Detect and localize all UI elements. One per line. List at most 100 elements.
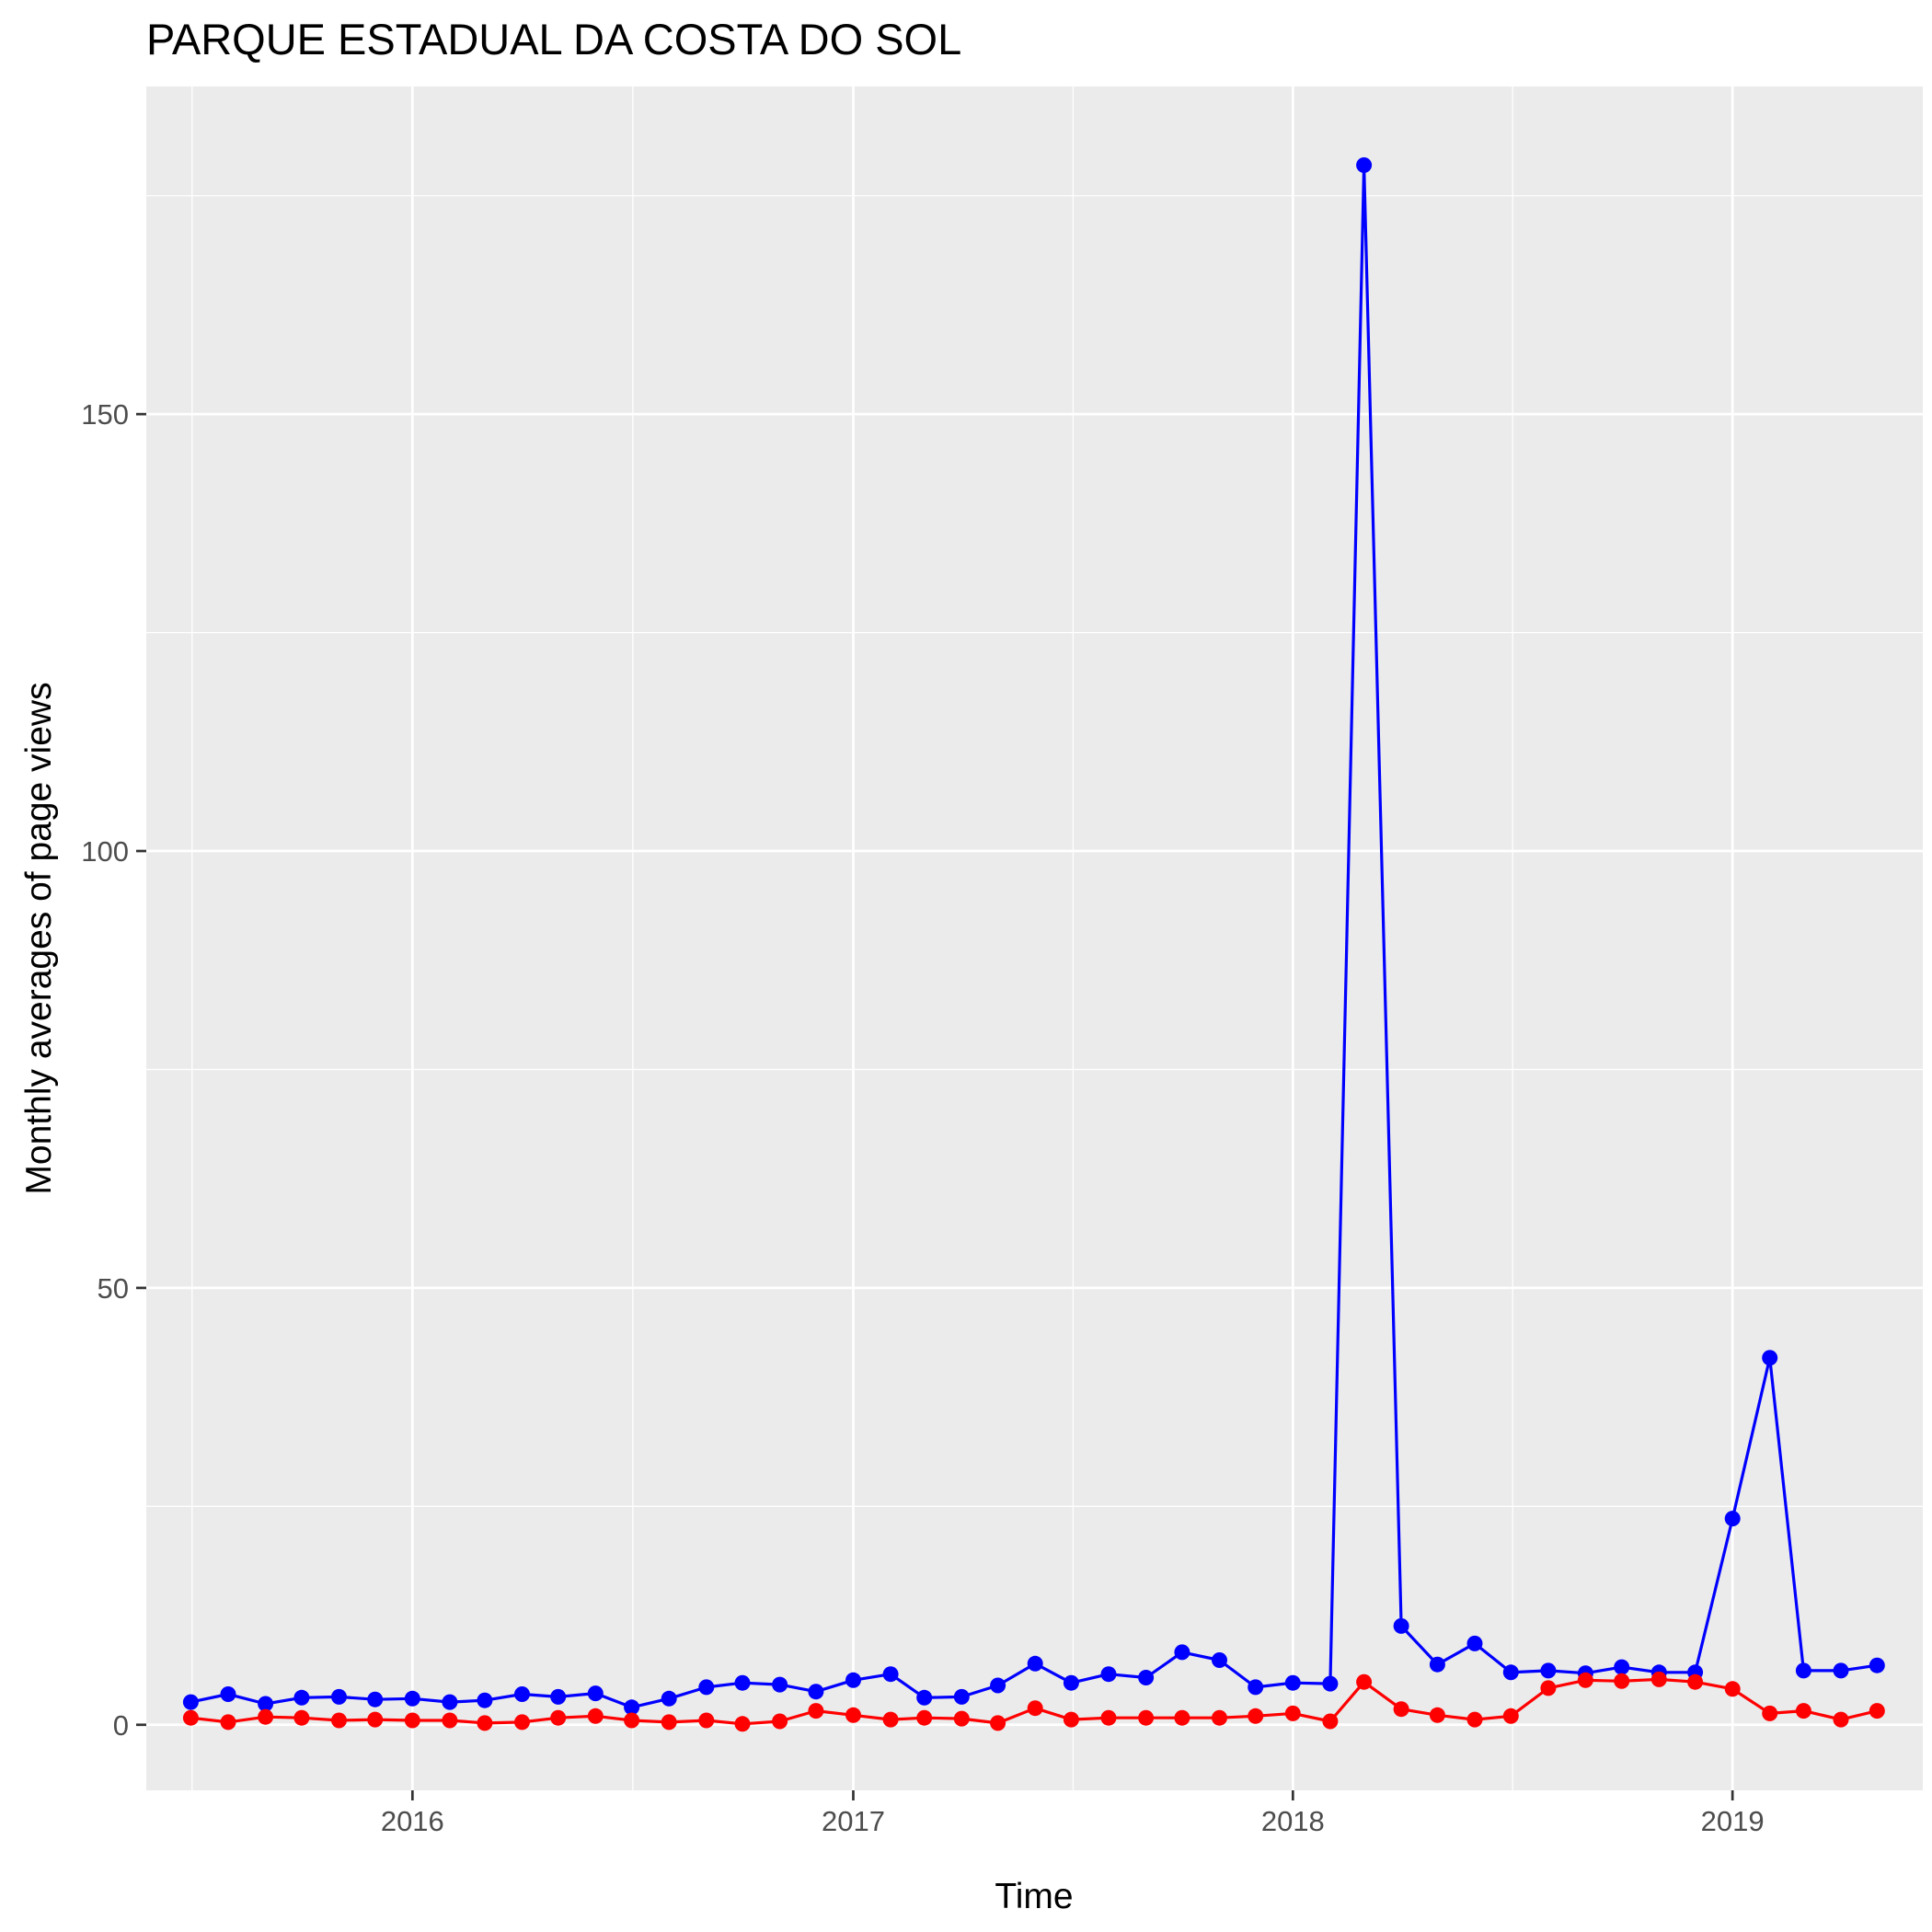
series-layer — [182, 157, 1885, 1732]
series-1-point — [1540, 1662, 1557, 1679]
series-2-point — [1393, 1701, 1409, 1718]
series-2-point — [1795, 1703, 1811, 1719]
series-1-point — [1869, 1657, 1885, 1673]
series-1-point — [1174, 1644, 1190, 1661]
series-2-point — [293, 1709, 310, 1726]
y-tick-label: 0 — [113, 1709, 129, 1742]
series-2-point — [845, 1707, 861, 1723]
series-1-point — [990, 1677, 1006, 1694]
series-1-point — [1322, 1675, 1339, 1692]
series-2-point — [550, 1709, 567, 1726]
series-1-point — [1393, 1617, 1409, 1634]
series-1-point — [1833, 1662, 1849, 1679]
series-2-point — [1248, 1708, 1264, 1724]
series-1-point — [1212, 1652, 1227, 1668]
grid-minor — [146, 86, 1923, 1790]
grid-major — [146, 86, 1923, 1790]
series-2-point — [1063, 1711, 1079, 1728]
chart-title: PARQUE ESTADUAL DA COSTA DO SOL — [146, 15, 961, 63]
series-1-point — [1724, 1511, 1741, 1527]
series-2-point — [808, 1703, 824, 1719]
series-1-point — [1762, 1350, 1778, 1366]
series-1-point — [1063, 1674, 1079, 1691]
series-2-point — [772, 1713, 788, 1730]
x-axis: 2016 2017 2018 2019 — [381, 1790, 1765, 1837]
series-2-point — [624, 1712, 640, 1729]
series-2-point — [1502, 1708, 1519, 1724]
series-2-point — [882, 1711, 899, 1728]
series-1-point — [1466, 1635, 1483, 1651]
series-2-point — [1100, 1709, 1117, 1726]
series-2-point — [220, 1714, 236, 1731]
series-1-point — [1100, 1666, 1117, 1683]
series-2-point — [990, 1715, 1006, 1731]
series-2-point — [587, 1708, 604, 1724]
series-1-point — [734, 1674, 751, 1691]
series-2-point — [1174, 1709, 1190, 1726]
x-axis-title: Time — [995, 1877, 1073, 1916]
series-1-point — [1614, 1659, 1630, 1675]
series-1-point — [331, 1688, 347, 1705]
series-2-point — [1687, 1673, 1704, 1690]
series-1-point — [587, 1685, 604, 1702]
series-1-point — [808, 1684, 824, 1700]
series-1-point — [1429, 1656, 1445, 1673]
x-tick-label: 2017 — [822, 1805, 885, 1837]
series-2-point — [1614, 1673, 1630, 1689]
series-1-point — [442, 1694, 458, 1710]
series-1-point — [404, 1690, 420, 1707]
series-1-point — [1138, 1670, 1155, 1685]
series-1-point — [661, 1690, 677, 1707]
series-1-point — [953, 1688, 970, 1705]
series-2-point — [367, 1711, 384, 1728]
series-2-point — [1762, 1705, 1778, 1721]
series-2-point — [1833, 1711, 1849, 1728]
series-2-point — [1650, 1671, 1667, 1687]
series-2-point — [1540, 1680, 1557, 1696]
series-2-point — [1869, 1703, 1885, 1719]
series-1-point — [258, 1696, 274, 1712]
series-1-point — [1356, 157, 1373, 173]
series-1-point — [367, 1691, 384, 1708]
x-tick-label: 2018 — [1261, 1805, 1325, 1837]
series-1-point — [882, 1666, 899, 1683]
series-1-point — [182, 1694, 199, 1710]
series-1-point — [1248, 1679, 1264, 1696]
series-2-point — [1322, 1713, 1339, 1730]
series-2-point — [1466, 1711, 1483, 1728]
series-1-point — [845, 1672, 861, 1688]
series-1-point — [698, 1679, 715, 1696]
series-2-point — [1724, 1681, 1741, 1697]
series-2-point — [953, 1710, 970, 1727]
series-2-point — [661, 1714, 677, 1731]
x-tick-label: 2016 — [381, 1805, 444, 1837]
x-tick-label: 2019 — [1701, 1805, 1765, 1837]
series-2-point — [442, 1712, 458, 1729]
series-1-point — [220, 1686, 236, 1702]
series-1-point — [1027, 1655, 1043, 1672]
y-axis: 0 50 100 150 — [81, 398, 146, 1742]
series-2-point — [1138, 1709, 1155, 1726]
series-2-point — [331, 1712, 347, 1729]
series-1-point — [1284, 1674, 1301, 1691]
series-1-point — [293, 1689, 310, 1706]
series-1-point — [477, 1692, 493, 1708]
y-tick-label: 100 — [81, 835, 129, 868]
series-1-point — [624, 1699, 640, 1716]
series-1-point — [1502, 1664, 1519, 1681]
y-tick-label: 50 — [98, 1272, 129, 1305]
series-2-point — [182, 1709, 199, 1726]
series-2-point — [258, 1708, 274, 1725]
y-tick-label: 150 — [81, 398, 129, 431]
series-2-point — [1356, 1673, 1373, 1690]
series-2-point — [1577, 1672, 1593, 1688]
series-2-point — [1027, 1700, 1043, 1717]
series-2-point — [514, 1714, 530, 1731]
series-2-point — [734, 1716, 751, 1732]
series-2-point — [1212, 1709, 1227, 1726]
series-1-point — [916, 1689, 933, 1706]
series-2-point — [916, 1709, 933, 1726]
series-1-point — [550, 1688, 567, 1705]
series-2-point — [477, 1715, 493, 1731]
